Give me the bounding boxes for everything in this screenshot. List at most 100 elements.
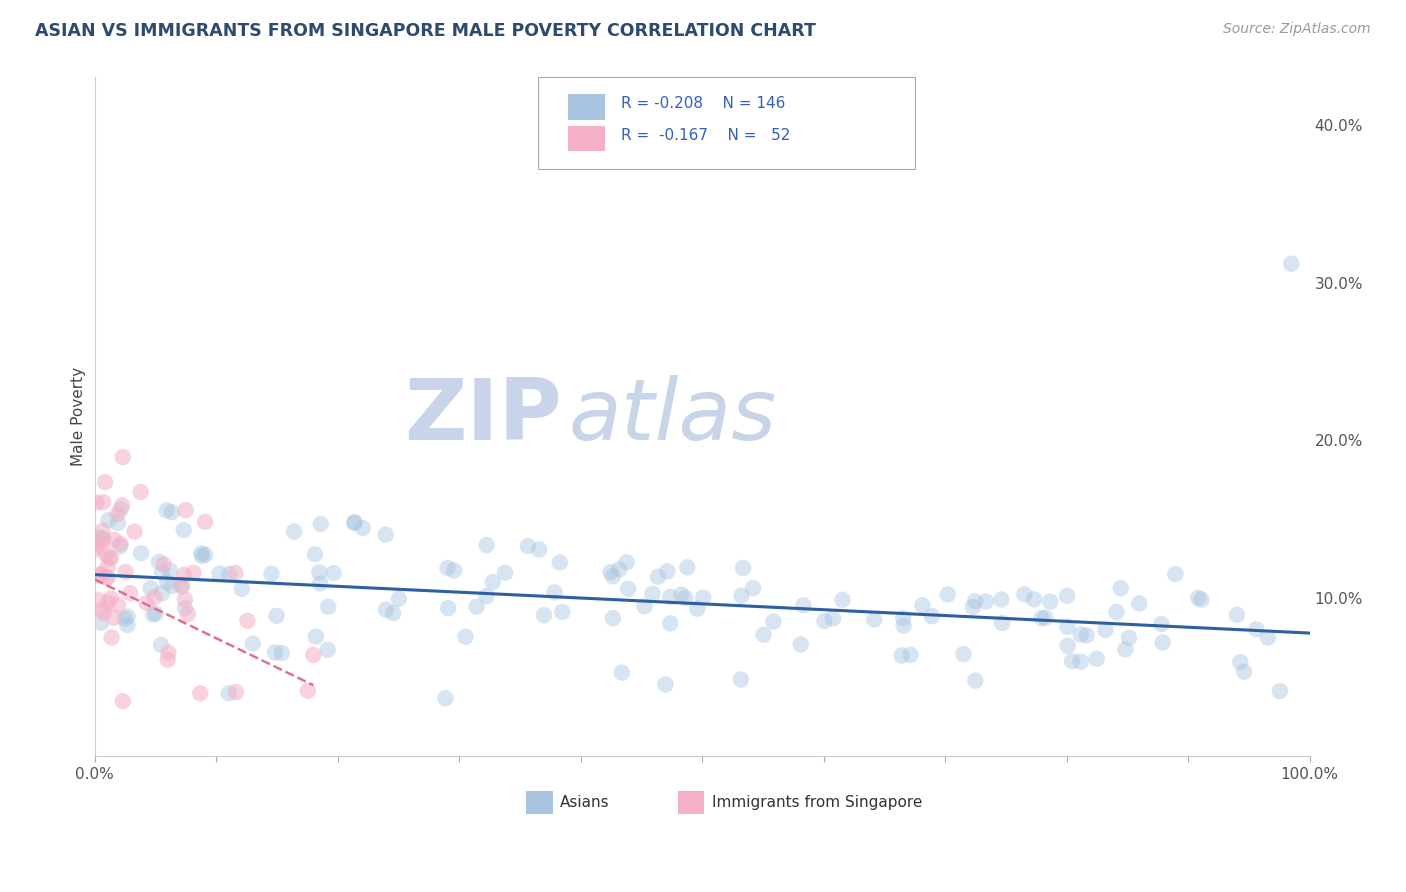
- Text: atlas: atlas: [568, 376, 776, 458]
- Point: [1070, 655, 1092, 669]
- Point: [742, 581, 765, 595]
- Point: [90, 615, 112, 630]
- Point: [111, 694, 134, 708]
- Point: [527, 542, 550, 557]
- Point: [990, 592, 1012, 607]
- Point: [1076, 628, 1098, 642]
- Text: R =  -0.167    N =   52: R = -0.167 N = 52: [620, 128, 790, 144]
- Point: [434, 691, 457, 706]
- Point: [114, 612, 136, 626]
- Point: [91, 531, 114, 545]
- Point: [1150, 617, 1173, 632]
- FancyBboxPatch shape: [538, 78, 915, 169]
- Point: [1279, 257, 1302, 271]
- Y-axis label: Male Poverty: Male Poverty: [72, 368, 86, 467]
- Point: [97, 570, 120, 584]
- Text: ZIP: ZIP: [405, 376, 562, 458]
- FancyBboxPatch shape: [678, 791, 704, 814]
- Point: [266, 608, 288, 623]
- Point: [94, 547, 117, 561]
- Point: [900, 648, 922, 662]
- Point: [752, 628, 775, 642]
- Point: [159, 563, 181, 577]
- Point: [789, 637, 811, 651]
- Point: [231, 582, 253, 596]
- Text: ASIAN VS IMMIGRANTS FROM SINGAPORE MALE POVERTY CORRELATION CHART: ASIAN VS IMMIGRANTS FROM SINGAPORE MALE …: [35, 22, 815, 40]
- Point: [494, 566, 516, 580]
- Point: [174, 503, 197, 517]
- Point: [543, 585, 565, 599]
- Point: [111, 499, 134, 513]
- Point: [91, 533, 114, 547]
- Point: [1268, 684, 1291, 698]
- Point: [1187, 591, 1209, 605]
- Point: [974, 594, 997, 608]
- Point: [1094, 623, 1116, 637]
- Point: [1060, 654, 1083, 668]
- Point: [87, 530, 110, 544]
- Point: [93, 606, 115, 620]
- Point: [302, 648, 325, 662]
- Point: [1114, 642, 1136, 657]
- Point: [142, 607, 165, 622]
- Point: [94, 475, 117, 490]
- Point: [87, 568, 110, 582]
- Point: [1109, 581, 1132, 595]
- Point: [965, 673, 987, 688]
- Point: [1035, 610, 1057, 624]
- Point: [316, 642, 339, 657]
- Point: [103, 533, 125, 547]
- Point: [382, 606, 405, 620]
- Point: [437, 601, 460, 615]
- Point: [659, 616, 682, 631]
- Point: [107, 598, 129, 612]
- Point: [173, 592, 195, 607]
- Point: [890, 648, 912, 663]
- Point: [105, 507, 128, 521]
- Point: [242, 636, 264, 650]
- Point: [114, 565, 136, 579]
- Point: [173, 567, 195, 582]
- Point: [602, 611, 624, 625]
- Point: [84, 542, 107, 557]
- Point: [616, 555, 638, 569]
- Point: [305, 630, 328, 644]
- Point: [1226, 607, 1249, 622]
- Point: [120, 586, 142, 600]
- Point: [98, 551, 121, 566]
- Point: [1164, 566, 1187, 581]
- Point: [100, 631, 122, 645]
- Text: R = -0.208    N = 146: R = -0.208 N = 146: [620, 96, 785, 112]
- Text: Immigrants from Singapore: Immigrants from Singapore: [711, 795, 922, 810]
- Point: [156, 575, 179, 590]
- Point: [1056, 589, 1078, 603]
- Point: [792, 599, 814, 613]
- Point: [633, 599, 655, 614]
- Point: [730, 589, 752, 603]
- Point: [89, 538, 111, 552]
- Point: [1105, 605, 1128, 619]
- Point: [730, 673, 752, 687]
- Point: [1229, 655, 1251, 669]
- Point: [1128, 597, 1150, 611]
- Point: [150, 566, 173, 580]
- Point: [443, 564, 465, 578]
- FancyBboxPatch shape: [568, 126, 605, 152]
- Point: [481, 575, 503, 590]
- Point: [891, 611, 914, 625]
- Point: [654, 677, 676, 691]
- Point: [1014, 587, 1036, 601]
- Point: [270, 646, 292, 660]
- Point: [145, 607, 167, 621]
- Point: [139, 581, 162, 595]
- Point: [676, 560, 699, 574]
- Point: [1039, 594, 1062, 608]
- Point: [962, 599, 984, 614]
- Point: [316, 599, 339, 614]
- Point: [150, 638, 173, 652]
- Point: [813, 614, 835, 628]
- Point: [96, 560, 118, 574]
- Point: [297, 683, 319, 698]
- Point: [673, 591, 696, 605]
- Point: [156, 653, 179, 667]
